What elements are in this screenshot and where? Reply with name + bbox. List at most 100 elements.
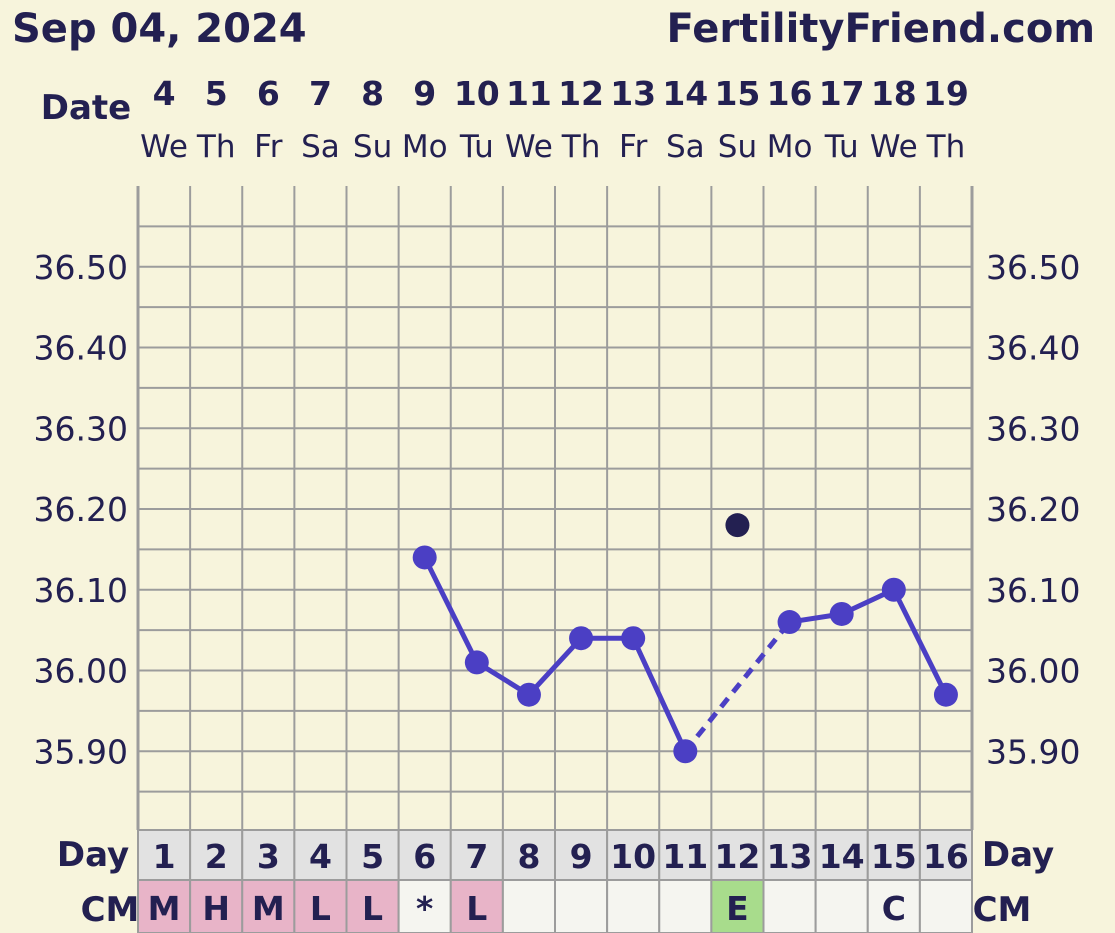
cycle-day-number: 12 xyxy=(714,837,760,876)
temperature-point xyxy=(621,626,646,651)
temperature-point xyxy=(412,545,437,570)
weekday-label: Tu xyxy=(459,129,494,165)
cycle-day-number: 13 xyxy=(767,837,813,876)
temperature-point xyxy=(464,650,489,675)
cycle-day-cell xyxy=(762,829,817,881)
y-tick-label-right: 36.00 xyxy=(986,652,1080,691)
cm-cell xyxy=(606,879,661,933)
cm-value: C xyxy=(882,889,906,928)
date-number: 8 xyxy=(361,74,384,113)
cm-cell xyxy=(554,879,609,933)
weekday-label: Th xyxy=(561,129,601,165)
y-tick-label-right: 36.20 xyxy=(986,490,1080,529)
date-number: 5 xyxy=(205,74,228,113)
cm-cell xyxy=(762,879,817,933)
temperature-line-segment xyxy=(891,587,949,698)
cycle-day-number: 10 xyxy=(610,837,656,876)
temperature-line-segment xyxy=(630,635,688,754)
cm-cell xyxy=(501,879,556,933)
date-number: 11 xyxy=(506,74,552,113)
temperature-point xyxy=(829,601,854,626)
cycle-day-number: 16 xyxy=(923,837,969,876)
cm-cell xyxy=(345,879,400,933)
cycle-day-number: 1 xyxy=(153,837,176,876)
cm-value: L xyxy=(466,889,487,928)
weekday-label: Sa xyxy=(301,129,340,165)
date-number: 4 xyxy=(153,74,176,113)
weekday-label: We xyxy=(870,129,918,165)
date-number: 17 xyxy=(819,74,865,113)
date-number: 7 xyxy=(309,74,332,113)
date-number: 9 xyxy=(413,74,436,113)
cm-value: E xyxy=(726,889,749,928)
date-number: 14 xyxy=(662,74,708,113)
cm-cell xyxy=(293,879,348,933)
cycle-day-number: 9 xyxy=(570,837,593,876)
temperature-line-segment xyxy=(526,635,584,698)
y-tick-label-left: 35.90 xyxy=(34,732,128,771)
day-row-label-right: Day xyxy=(982,835,1054,875)
cycle-day-number: 7 xyxy=(465,837,488,876)
weekday-label: Su xyxy=(353,129,392,165)
temperature-point xyxy=(673,739,698,764)
temperature-dashed-segment xyxy=(683,620,792,753)
cm-value: L xyxy=(362,889,383,928)
weekday-label: Sa xyxy=(666,129,705,165)
weekday-label: Fr xyxy=(254,129,283,165)
cycle-day-cell xyxy=(606,829,661,881)
weekday-label: Fr xyxy=(619,129,648,165)
y-tick-label-left: 36.00 xyxy=(34,652,128,691)
cycle-day-number: 3 xyxy=(257,837,280,876)
weekday-label: Mo xyxy=(767,129,813,165)
cm-value: H xyxy=(202,889,230,928)
y-tick-label-right: 35.90 xyxy=(986,732,1080,771)
y-tick-label-right: 36.40 xyxy=(986,329,1080,368)
temperature-point xyxy=(777,610,802,635)
cycle-day-number: 15 xyxy=(871,837,917,876)
cycle-day-number: 6 xyxy=(413,837,436,876)
temperature-point xyxy=(881,577,906,602)
weekday-label: Th xyxy=(196,129,236,165)
cm-row-label-left: CM xyxy=(81,890,140,930)
y-tick-label-left: 36.20 xyxy=(34,490,128,529)
date-number: 6 xyxy=(257,74,280,113)
weekday-label: Th xyxy=(926,129,966,165)
cycle-day-number: 4 xyxy=(309,837,332,876)
cycle-day-cell xyxy=(241,829,296,881)
site-name: FertilityFriend.com xyxy=(666,6,1095,52)
y-tick-label-right: 36.10 xyxy=(986,571,1080,610)
cycle-day-number: 8 xyxy=(517,837,540,876)
temperature-point xyxy=(569,626,594,651)
cm-value: M xyxy=(252,889,285,928)
y-tick-label-right: 36.50 xyxy=(986,248,1080,287)
temperature-line-segment xyxy=(422,554,480,665)
y-tick-label-left: 36.10 xyxy=(34,571,128,610)
date-row-label: Date xyxy=(41,88,131,128)
cm-cell xyxy=(397,879,452,933)
cycle-day-number: 11 xyxy=(662,837,708,876)
cycle-day-number: 5 xyxy=(361,837,384,876)
cycle-day-number: 14 xyxy=(819,837,865,876)
y-tick-label-left: 36.40 xyxy=(34,329,128,368)
y-tick-label-right: 36.30 xyxy=(986,409,1080,448)
cm-value: M xyxy=(148,889,181,928)
day-row-label-left: Day xyxy=(57,835,129,875)
temperature-point xyxy=(933,682,958,707)
cycle-day-number: 2 xyxy=(205,837,228,876)
chart-date-header: Sep 04, 2024 xyxy=(12,6,307,52)
cm-cell xyxy=(658,879,713,933)
discarded-temperature-point xyxy=(725,513,750,538)
weekday-label: We xyxy=(505,129,553,165)
cm-cell xyxy=(814,879,869,933)
cm-row-label-right: CM xyxy=(973,890,1032,930)
date-number: 15 xyxy=(714,74,760,113)
weekday-label: Mo xyxy=(402,129,448,165)
y-tick-label-left: 36.50 xyxy=(34,248,128,287)
date-number: 12 xyxy=(558,74,604,113)
cycle-day-cell xyxy=(189,829,244,881)
weekday-label: Tu xyxy=(824,129,859,165)
date-number: 13 xyxy=(610,74,656,113)
date-number: 18 xyxy=(871,74,917,113)
cm-value: * xyxy=(416,889,433,928)
